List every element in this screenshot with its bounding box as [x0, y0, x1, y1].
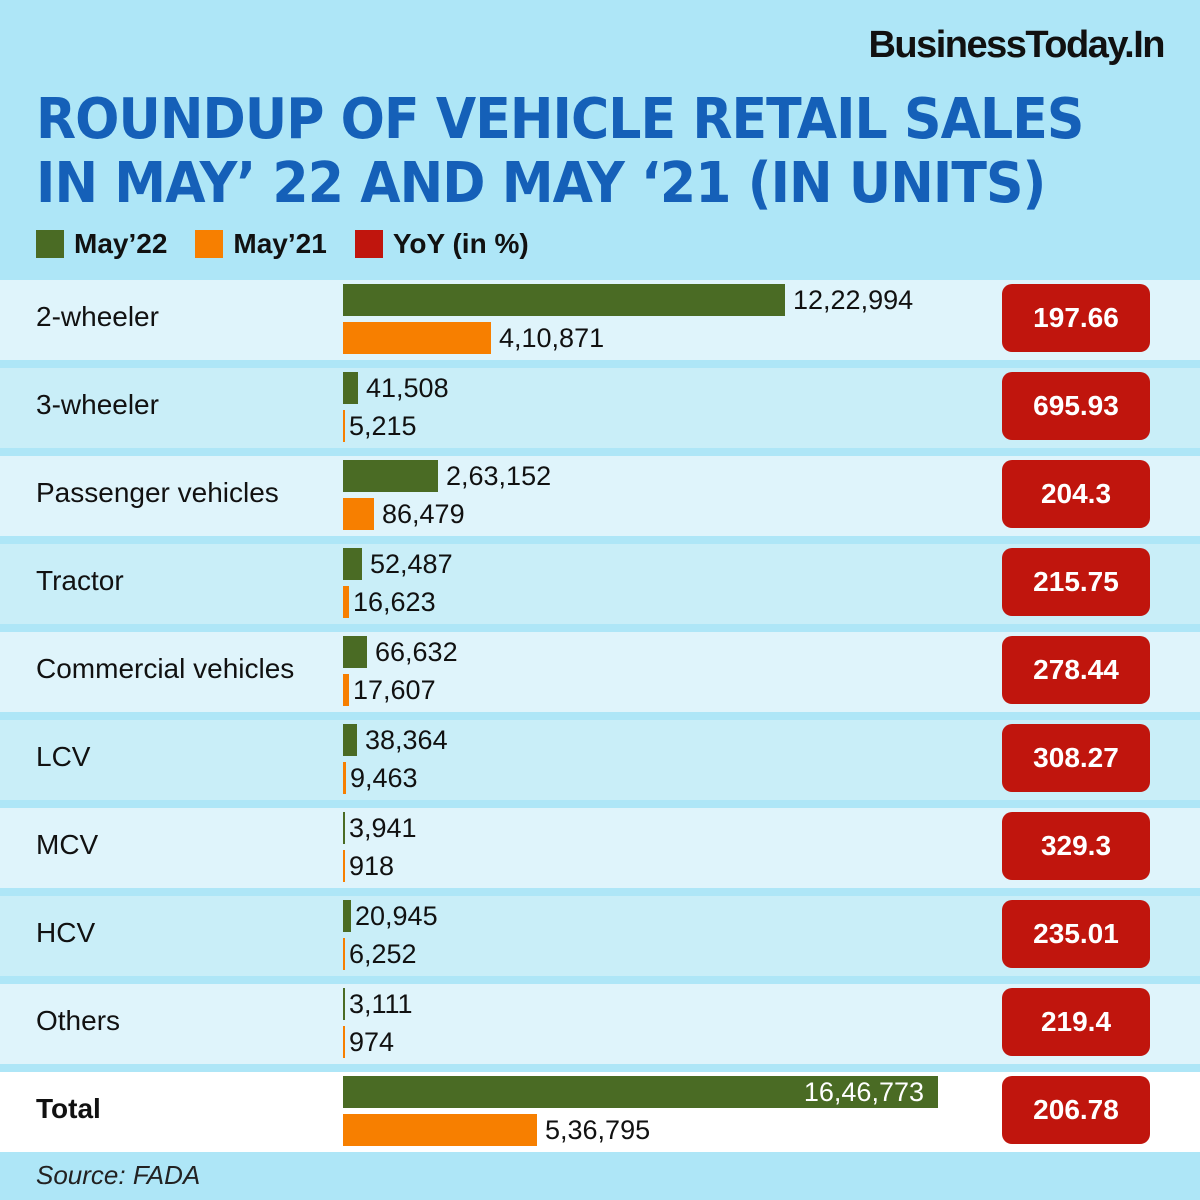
yoy-badge: 204.3: [1002, 460, 1150, 528]
yoy-badge: 329.3: [1002, 812, 1150, 880]
yoy-badge: 206.78: [1002, 1076, 1150, 1144]
legend-item-yoy: YoY (in %): [354, 228, 529, 260]
bar-may21: [343, 674, 349, 706]
category-label: HCV: [36, 917, 96, 948]
chart-row: HCV 20,945 6,252 235.01: [0, 896, 1200, 976]
legend-item-may21: May’21: [195, 228, 327, 260]
chart-row: Passenger vehicles 2,63,152 86,479 204.3: [0, 456, 1200, 536]
legend-label-yoy: YoY (in %): [392, 228, 529, 259]
brand-logo: BusinessToday.In: [868, 24, 1165, 66]
value-label-may21: 6,252: [349, 939, 417, 969]
bar-may22: [343, 636, 367, 668]
chart-row: MCV 3,941 918 329.3: [0, 808, 1200, 888]
chart-row: Commercial vehicles 66,632 17,607 278.44: [0, 632, 1200, 712]
value-label-may22: 20,945: [355, 901, 438, 931]
value-label-may22: 41,508: [366, 373, 449, 403]
bar-may21: [343, 1026, 345, 1058]
value-label-may21: 5,36,795: [545, 1115, 651, 1145]
category-label: Total: [36, 1093, 101, 1124]
chart-row: 2-wheeler 12,22,994 4,10,871 197.66: [0, 280, 1200, 360]
chart-row: Others 3,111 974 219.4: [0, 984, 1200, 1064]
bar-may22: [343, 460, 438, 492]
legend-swatch-yoy: [354, 230, 383, 258]
value-label-may21: 4,10,871: [499, 323, 605, 353]
value-label-may22: 66,632: [375, 637, 458, 667]
bar-may21: [343, 938, 345, 970]
legend-item-may22: May’22: [36, 228, 167, 260]
value-label-may21: 16,623: [353, 587, 436, 617]
category-label: Passenger vehicles: [36, 477, 279, 508]
source-note: Source: FADA: [36, 1160, 201, 1190]
bar-may22: [343, 1076, 938, 1108]
bar-may22: [343, 284, 785, 316]
legend-label-may21: May’21: [233, 228, 327, 259]
value-label-may21: 9,463: [350, 763, 418, 793]
legend: May’22 May’21 YoY (in %): [36, 228, 529, 260]
chart-title: ROUNDUP OF VEHICLE RETAIL SALES IN MAY’ …: [36, 87, 1084, 216]
category-label: 3-wheeler: [36, 389, 159, 420]
value-label-may21: 86,479: [382, 499, 465, 529]
value-label-may22: 3,941: [349, 813, 417, 843]
yoy-badge: 695.93: [1002, 372, 1150, 440]
category-label: Commercial vehicles: [36, 653, 295, 684]
bar-may21: [343, 762, 346, 794]
bar-may22: [343, 548, 362, 580]
bar-may21: [343, 322, 491, 354]
yoy-badge: 278.44: [1002, 636, 1150, 704]
value-label-may22: 3,111: [349, 989, 413, 1019]
category-label: Others: [36, 1005, 121, 1036]
title-line-1: ROUNDUP OF VEHICLE RETAIL SALES: [36, 87, 1084, 152]
chart-row: 3-wheeler 41,508 5,215 695.93: [0, 368, 1200, 448]
chart-row: Tractor 52,487 16,623 215.75: [0, 544, 1200, 624]
yoy-badge: 219.4: [1002, 988, 1150, 1056]
value-label-may21: 918: [349, 851, 395, 881]
value-label-may21: 17,607: [353, 675, 436, 705]
bar-may21: [343, 850, 345, 882]
bar-may22: [343, 988, 345, 1020]
yoy-badge: 197.66: [1002, 284, 1150, 352]
legend-swatch-may21: [195, 230, 224, 258]
category-label: 2-wheeler: [36, 301, 159, 332]
bar-may21: [343, 1114, 537, 1146]
value-label-may22: 52,487: [370, 549, 453, 579]
chart-rows: 2-wheeler 12,22,994 4,10,871 197.66 3-wheele…: [0, 280, 1200, 1160]
yoy-badge: 235.01: [1002, 900, 1150, 968]
value-label-may22: 12,22,994: [793, 285, 914, 315]
value-label-may22: 38,364: [365, 725, 448, 755]
legend-label-may22: May’22: [74, 228, 168, 259]
bar-may21: [343, 498, 374, 530]
chart-row: Total 16,46,773 5,36,795 206.78: [0, 1072, 1200, 1152]
yoy-badge: 215.75: [1002, 548, 1150, 616]
yoy-badge: 308.27: [1002, 724, 1150, 792]
value-label-may21: 5,215: [349, 411, 417, 441]
value-label-may21: 974: [349, 1027, 395, 1057]
bar-may22: [343, 724, 357, 756]
title-line-2: IN MAY’ 22 AND MAY ‘21 (IN UNITS): [36, 151, 1046, 216]
category-label: MCV: [36, 829, 99, 860]
bar-may21: [343, 410, 345, 442]
category-label: Tractor: [36, 565, 124, 596]
value-label-may22: 16,46,773: [803, 1077, 924, 1107]
chart-row: LCV 38,364 9,463 308.27: [0, 720, 1200, 800]
bar-may21: [343, 586, 349, 618]
bar-may22: [343, 812, 345, 844]
category-label: LCV: [36, 741, 91, 772]
bar-may22: [343, 900, 351, 932]
value-label-may22: 2,63,152: [446, 461, 552, 491]
bar-may22: [343, 372, 358, 404]
legend-swatch-may22: [36, 230, 64, 258]
